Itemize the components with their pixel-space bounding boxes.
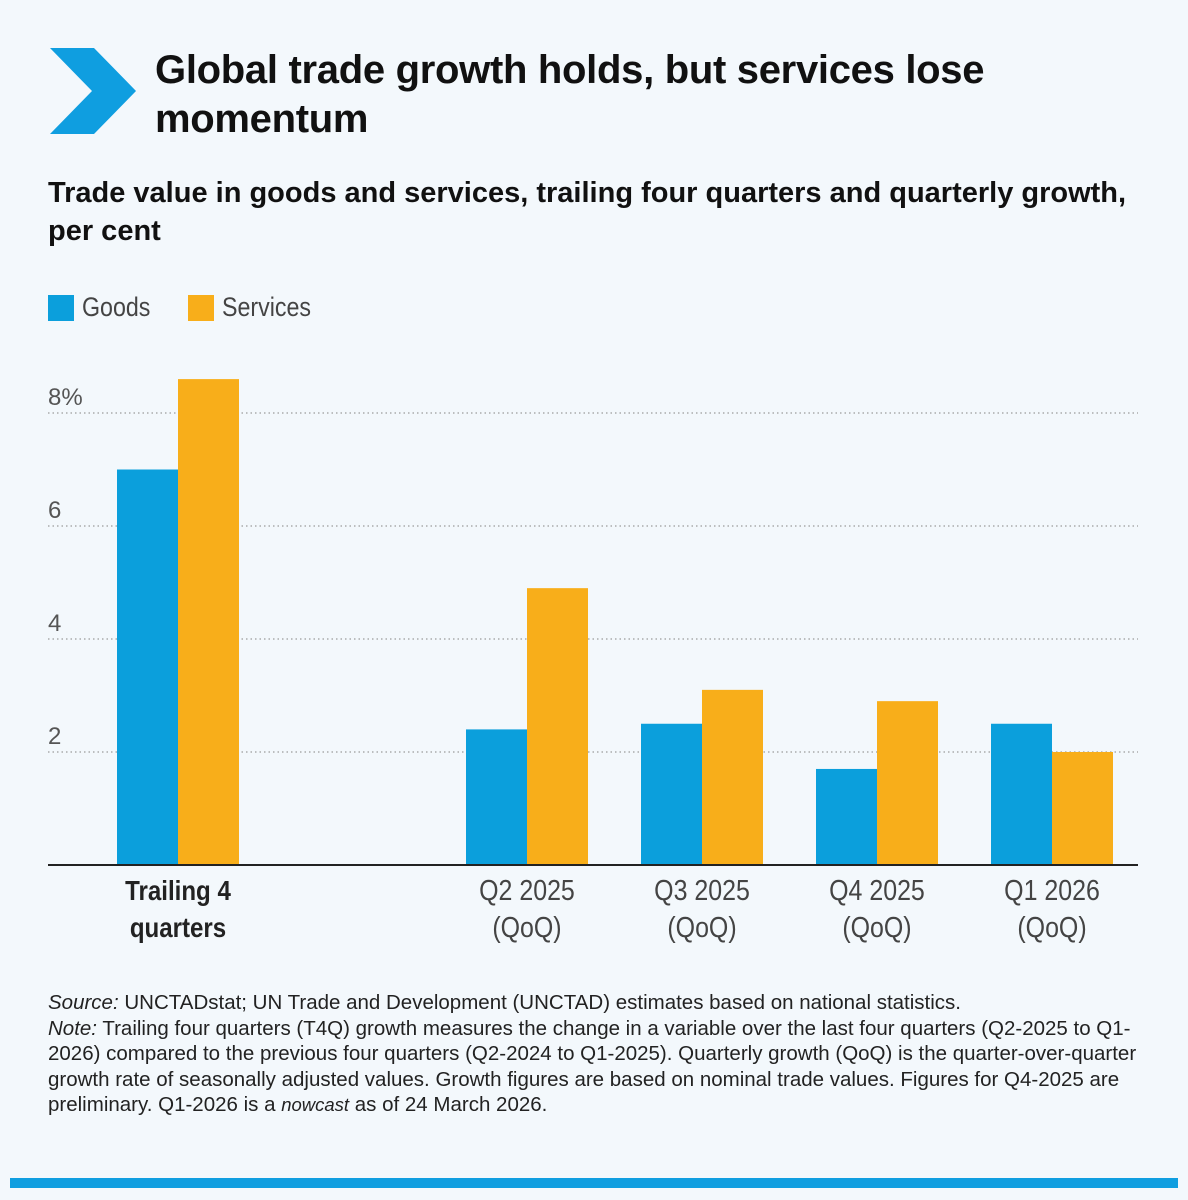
chevron-logo-icon (50, 48, 136, 134)
note-line: Note: Trailing four quarters (T4Q) growt… (48, 1016, 1148, 1118)
footer-notes: Source: UNCTADstat; UN Trade and Develop… (48, 990, 1148, 1118)
legend: Goods Services (48, 292, 351, 323)
x-tick-label: (QoQ) (1017, 911, 1086, 943)
note-text: Trailing four quarters (T4Q) growth meas… (48, 1016, 1137, 1117)
x-tick-label: (QoQ) (842, 911, 911, 943)
chart-title: Global trade growth holds, but services … (155, 48, 985, 141)
x-tick-label: (QoQ) (492, 911, 561, 943)
bar-services (1052, 752, 1113, 865)
x-tick-label: Q3 2025 (654, 874, 750, 906)
x-tick-label: Q4 2025 (829, 874, 925, 906)
bar-goods (641, 723, 702, 865)
bottom-accent-bar (10, 1178, 1178, 1188)
legend-swatch-goods (48, 294, 74, 321)
legend-swatch-services (187, 294, 214, 321)
bar-services (702, 689, 763, 865)
y-tick-label: 6 (48, 497, 61, 524)
bar-goods (816, 768, 877, 865)
chart-subtitle: Trade value in goods and services, trail… (48, 177, 1127, 247)
legend-label-goods: Goods (82, 292, 151, 322)
source-text: UNCTADstat; UN Trade and Development (UN… (118, 991, 961, 1014)
note-label: Note: (48, 1016, 97, 1040)
nowcast-term: nowcast (281, 1094, 350, 1115)
bar-services (877, 701, 938, 865)
bar-services (527, 588, 588, 865)
x-tick-label: Q2 2025 (479, 874, 575, 906)
bar-services (178, 379, 239, 865)
x-tick-label: Q1 2026 (1004, 874, 1100, 906)
legend-item-goods: Goods (48, 292, 162, 323)
note-end: as of 24 March 2026. (349, 1093, 548, 1116)
legend-label-services: Services (221, 292, 311, 322)
source-label: Source: (48, 991, 119, 1014)
source-line: Source: UNCTADstat; UN Trade and Develop… (48, 990, 1148, 1016)
x-tick-label: Trailing 4 (125, 874, 231, 906)
legend-item-services: Services (187, 292, 326, 323)
bar-chart: 2 4 6 8% Trailing 4 quarters Q2 2025 (QoQ) Q3 20… (48, 379, 1138, 943)
bar-goods (466, 729, 527, 865)
y-tick-label: 2 (48, 723, 61, 750)
bar-goods (117, 469, 178, 865)
y-tick-label: 4 (48, 610, 61, 637)
y-tick-label: 8% (48, 384, 83, 411)
x-tick-label: quarters (130, 911, 226, 943)
bar-goods (991, 723, 1052, 865)
x-tick-label: (QoQ) (667, 911, 736, 943)
